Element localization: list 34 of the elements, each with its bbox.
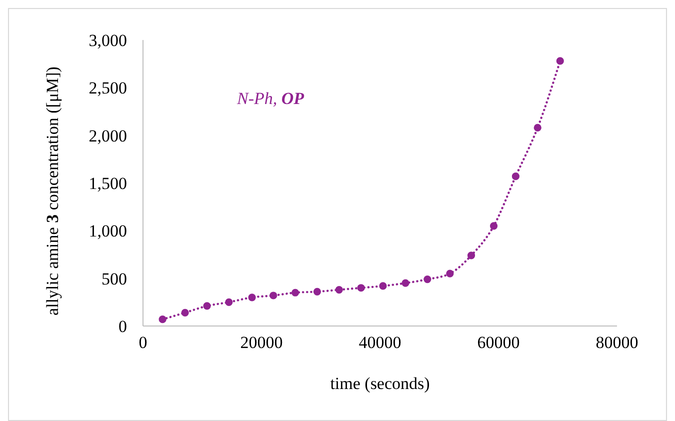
point [467,252,476,260]
point [270,292,278,300]
x-tick-label: 20000 [240,333,283,352]
point [556,57,564,65]
point [512,172,520,180]
point [490,222,498,230]
point [534,124,542,132]
point [203,302,211,310]
y-tick-label: 3,000 [88,31,127,50]
x-tick-label: 60000 [477,333,520,352]
point [446,270,454,278]
point [248,294,256,302]
point [424,275,432,284]
y-tick-label: 0 [118,317,127,336]
y-tick-label: 1,000 [88,222,127,241]
point [181,308,189,316]
point [402,279,410,287]
x-tick-label: 80000 [596,333,638,352]
point [379,282,387,290]
y-tick-label: 1,500 [88,174,127,193]
y-axis-title: allylic amine 3 concentration ([μM]) [43,66,62,316]
point [158,316,166,324]
point [291,288,300,296]
point [335,286,343,294]
point [357,284,365,292]
point [313,288,321,296]
y-tick-label: 2,000 [88,126,127,146]
point [225,298,233,306]
y-tick-label: 2,500 [88,78,127,98]
y-tick-label: 500 [102,269,127,288]
annotation: N-Ph, OP [236,89,305,108]
x-axis-title: time (seconds) [330,374,430,393]
x-tick-label: 40000 [358,333,402,352]
x-tick-label: 0 [138,333,148,352]
